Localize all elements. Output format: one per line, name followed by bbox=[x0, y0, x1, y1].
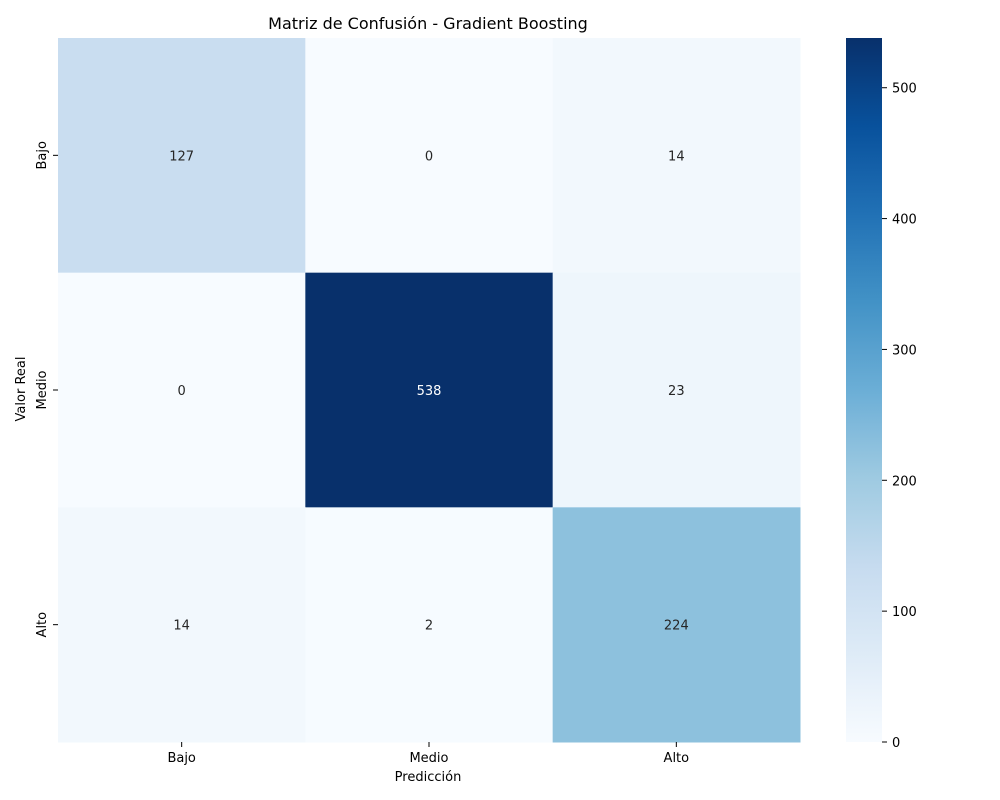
y-axis: Bajo Medio Alto bbox=[35, 141, 58, 637]
colorbar-tick-label: 400 bbox=[892, 213, 917, 228]
cell-value-label: 0 bbox=[178, 384, 186, 399]
x-tick-label: Medio bbox=[409, 751, 448, 766]
x-axis: Bajo Medio Alto bbox=[167, 742, 689, 766]
colorbar-tick-label: 300 bbox=[892, 343, 917, 358]
colorbar-tick-label: 100 bbox=[892, 605, 917, 620]
colorbar-tick-label: 500 bbox=[892, 82, 917, 97]
heatmap-cell bbox=[58, 507, 306, 743]
heatmap-cell bbox=[552, 38, 801, 274]
colorbar: 0 100 200 300 400 500 bbox=[846, 38, 917, 751]
colorbar-tick-label: 200 bbox=[892, 474, 917, 489]
cell-value-label: 2 bbox=[425, 619, 433, 634]
chart-title: Matriz de Confusión - Gradient Boosting bbox=[268, 14, 588, 33]
cell-value-label: 538 bbox=[417, 384, 442, 399]
y-tick-label: Medio bbox=[35, 370, 50, 409]
cell-value-label: 23 bbox=[668, 384, 685, 399]
cell-value-label: 14 bbox=[668, 149, 685, 164]
cell-value-label: 14 bbox=[173, 619, 190, 634]
heatmap-cell bbox=[58, 38, 306, 274]
cell-value-label: 224 bbox=[664, 619, 689, 634]
colorbar-tick-label: 0 bbox=[892, 736, 900, 751]
heatmap-cell bbox=[58, 272, 306, 508]
x-tick-label: Bajo bbox=[167, 751, 195, 766]
heatmap-cell bbox=[305, 38, 554, 274]
y-axis-label: Valor Real bbox=[14, 357, 29, 422]
heatmap-cell-labels: 127 0 14 0 538 23 14 2 224 bbox=[169, 149, 688, 633]
cell-value-label: 127 bbox=[169, 149, 194, 164]
x-tick-label: Alto bbox=[664, 751, 690, 766]
x-axis-label: Predicción bbox=[395, 770, 462, 785]
heatmap-cell bbox=[305, 507, 554, 743]
y-tick-label: Alto bbox=[35, 612, 50, 638]
heatmap-cells bbox=[58, 38, 801, 743]
heatmap-cell bbox=[305, 272, 554, 508]
heatmap-cell bbox=[552, 272, 801, 508]
heatmap-cell bbox=[552, 507, 801, 743]
cell-value-label: 0 bbox=[425, 149, 433, 164]
colorbar-gradient bbox=[846, 38, 882, 742]
y-tick-label: Bajo bbox=[35, 141, 50, 169]
